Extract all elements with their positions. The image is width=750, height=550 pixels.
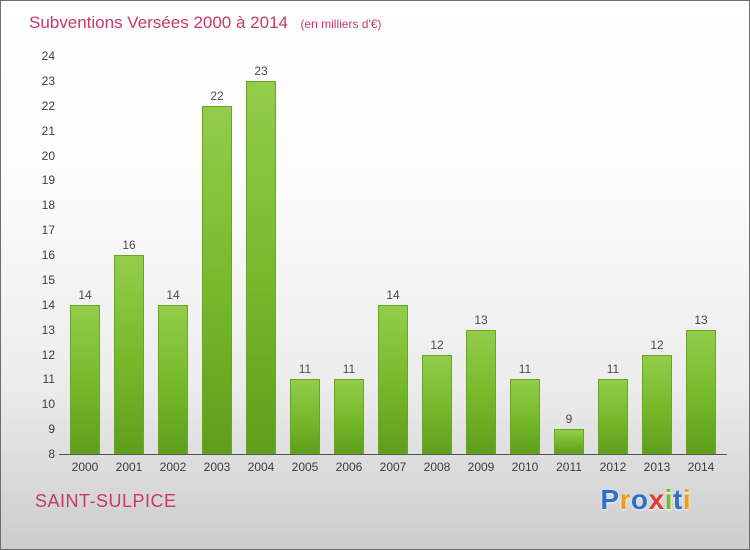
- y-axis-tick-label: 17: [41, 223, 55, 238]
- x-axis-label: 2011: [556, 460, 582, 474]
- bar-value-label: 22: [210, 88, 224, 103]
- bar: [422, 354, 452, 454]
- bar-value-label: 11: [606, 362, 620, 377]
- chart-title: Subventions Versées 2000 à 2014: [29, 13, 288, 32]
- y-axis-tick-label: 10: [41, 397, 55, 412]
- y-axis-tick-label: 9: [48, 422, 55, 437]
- logo-letter: i: [682, 484, 691, 515]
- bar: [202, 105, 232, 454]
- bar: [598, 379, 628, 454]
- x-axis-label: 2007: [379, 460, 407, 474]
- bar: [114, 255, 144, 454]
- y-axis-tick-label: 24: [41, 49, 55, 63]
- bar-value-label: 16: [122, 238, 136, 252]
- x-axis-label: 2004: [247, 460, 275, 474]
- bar-value-label: 13: [694, 312, 708, 327]
- bar-value-label: 14: [386, 287, 400, 302]
- bar-value-label: 13: [474, 312, 488, 327]
- bar: [246, 80, 276, 454]
- chart-subtitle: (en milliers d'€): [300, 17, 382, 31]
- bar-value-label: 12: [650, 337, 664, 352]
- bar-value-label: 12: [430, 337, 444, 352]
- x-axis-label: 2002: [159, 460, 187, 474]
- chart-header: Subventions Versées 2000 à 2014 (en mill…: [29, 13, 381, 33]
- y-axis-tick-label: 15: [41, 272, 55, 287]
- x-axis-label: 2010: [511, 460, 539, 474]
- y-axis-tick-label: 11: [42, 372, 55, 387]
- bar-value-label: 14: [166, 287, 180, 302]
- y-axis-tick-label: 14: [41, 297, 55, 312]
- x-axis-label: 2003: [203, 460, 231, 474]
- bar: [334, 379, 364, 454]
- y-axis-tick-label: 13: [41, 322, 55, 337]
- logo-letter: i: [664, 484, 673, 515]
- y-axis-tick-label: 18: [41, 198, 55, 213]
- bar-value-label: 14: [78, 287, 92, 302]
- bar: [642, 354, 672, 454]
- bar: [158, 304, 188, 454]
- y-axis-tick-label: 22: [41, 98, 55, 113]
- y-axis-tick-label: 8: [48, 447, 55, 461]
- bar: [378, 304, 408, 454]
- bar: [290, 379, 320, 454]
- x-axis-label: 2009: [467, 460, 495, 474]
- y-axis-tick-label: 12: [41, 347, 55, 362]
- x-axis-label: 2001: [115, 460, 143, 474]
- bar-value-label: 11: [518, 362, 532, 377]
- y-axis-tick-label: 19: [41, 173, 55, 188]
- logo-letter: r: [619, 484, 631, 515]
- y-axis-tick-label: 20: [41, 148, 55, 163]
- y-axis-tick-label: 16: [41, 248, 55, 262]
- x-axis-label: 2013: [643, 460, 671, 474]
- bar: [466, 329, 496, 454]
- plot-area: 8 9 10 11 12 13 14 15 16 17 18 19 20 21 22 23 24 14 2000 16…: [42, 49, 727, 474]
- x-axis-label: 2012: [599, 460, 627, 474]
- bar-value-label: 11: [342, 362, 356, 377]
- bar: [686, 329, 716, 454]
- x-axis-label: 2006: [335, 460, 363, 474]
- x-axis-label: 2014: [687, 460, 715, 474]
- logo-letter: P: [600, 484, 620, 515]
- proxiti-logo[interactable]: Proxiti: [600, 484, 691, 516]
- bar-value-label: 23: [254, 63, 268, 78]
- place-name: SAINT-SULPICE: [35, 491, 177, 511]
- bar: [70, 304, 100, 454]
- bar: [510, 379, 540, 454]
- logo-letter: x: [648, 484, 665, 515]
- x-axis-label: 2005: [291, 460, 319, 474]
- x-axis-label: 2000: [71, 460, 99, 474]
- bar-value-label: 9: [565, 412, 573, 427]
- x-axis-label: 2008: [423, 460, 451, 474]
- bar: [554, 429, 584, 454]
- y-axis-tick-label: 21: [41, 123, 55, 138]
- bar-value-label: 11: [298, 362, 312, 377]
- y-axis-tick-label: 23: [41, 73, 55, 88]
- x-axis-line: [59, 454, 727, 455]
- logo-letter: o: [630, 484, 649, 515]
- logo-letter: t: [672, 484, 683, 515]
